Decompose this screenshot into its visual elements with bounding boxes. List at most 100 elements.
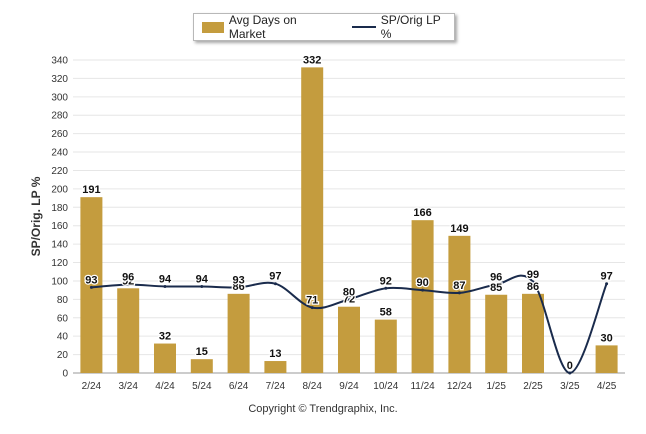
line-point [605,282,609,286]
line-data-label: 93 [85,274,97,286]
bar-data-label: 166 [413,207,431,219]
x-tick-label: 12/24 [447,381,472,392]
x-tick-label: 4/24 [155,381,175,392]
bar-data-label: 85 [490,282,502,294]
line-point [384,286,388,290]
x-tick-label: 3/24 [118,381,138,392]
x-tick-label: 1/25 [486,381,506,392]
line-point [310,306,314,310]
bar [338,306,360,373]
line-data-label: 80 [343,286,355,298]
line-point [163,284,167,288]
bar-data-label: 72 [343,294,355,306]
y-tick-label: 140 [51,240,68,251]
y-tick-label: 280 [51,111,68,122]
bar [264,361,287,373]
bar-data-label: 86 [232,281,244,293]
bar-data-label: 0 [567,360,573,372]
y-tick-label: 160 [51,221,68,232]
x-tick-label: 6/24 [229,381,249,392]
line-point [237,285,241,289]
line-point [494,283,498,287]
y-tick-label: 120 [51,258,68,269]
bar [522,293,544,373]
bar-data-label: 32 [159,331,171,343]
bar [227,293,250,373]
line-data-label: 97 [269,271,281,283]
line-data-label: 0 [567,360,573,372]
y-tick-label: 260 [51,129,68,140]
y-tick-label: 100 [51,276,68,287]
bar-data-label: 86 [527,281,539,293]
x-tick-label: 4/25 [597,381,617,392]
x-tick-label: 5/24 [192,381,212,392]
bar-data-label: 58 [380,307,392,319]
line-data-label: 97 [600,271,612,283]
sp-orig-lp-line [91,274,608,375]
bar-data-label: 149 [450,223,468,235]
bar [411,220,434,373]
x-tick-label: 7/24 [266,381,286,392]
x-tick-label: 2/25 [523,381,543,392]
y-tick-label: 240 [51,148,68,159]
bar-data-label: 13 [269,348,281,360]
legend-item-days: Avg Days on Market [202,13,336,41]
line-point [347,297,351,301]
bar [595,345,618,373]
bar [80,197,103,373]
bar [448,235,471,373]
legend-line-swatch [351,26,376,28]
bar-data-label: 191 [82,184,100,196]
line-data-label: 71 [306,295,318,307]
bar [190,359,213,373]
y-tick-label: 20 [57,350,69,361]
line-data-label: 96 [122,272,134,284]
y-tick-label: 200 [51,184,68,195]
line-data-label: 99 [527,269,539,281]
bar [374,319,397,373]
x-tick-label: 9/24 [339,381,359,392]
x-tick-label: 10/24 [373,381,398,392]
bar-data-label: 15 [196,346,208,358]
bar [485,294,508,373]
x-tick-label: 3/25 [560,381,580,392]
y-tick-label: 320 [51,74,68,85]
bar-data-label: 332 [303,54,321,66]
line-data-label: 90 [416,277,428,289]
y-tick-label: 40 [57,332,69,343]
y-tick-label: 180 [51,203,68,214]
bar-data-label: 92 [122,275,134,287]
bar [301,67,324,373]
line-point [126,283,130,287]
line-point [89,285,93,289]
line-data-label: 94 [159,273,172,285]
y-tick-label: 300 [51,92,68,103]
line-point [457,291,461,295]
copyright-text: Copyright © Trendgraphix, Inc. [248,403,398,415]
line-point [531,280,535,284]
bar-data-label: 30 [600,332,612,344]
y-tick-label: 80 [57,295,69,306]
bar [154,343,176,373]
legend-label-sp: SP/Orig LP % [380,13,441,41]
x-tick-label: 8/24 [302,381,322,392]
y-tick-label: 340 [51,56,68,67]
line-data-label: 96 [490,272,502,284]
y-tick-label: 60 [57,313,69,324]
legend-bar-swatch [202,21,224,33]
chart-legend: Avg Days on Market SP/Orig LP % [193,13,455,41]
legend-item-sp: SP/Orig LP % [351,13,454,41]
line-data-label: 87 [453,280,465,292]
x-tick-label: 11/24 [410,381,435,392]
x-tick-label: 2/24 [82,381,102,392]
y-tick-label: 0 [62,369,68,380]
line-data-label: 93 [232,274,244,286]
line-data-label: 92 [380,275,392,287]
line-data-label: 94 [196,273,209,285]
line-point [421,288,425,292]
bar [117,288,140,373]
legend-label-days: Avg Days on Market [228,13,297,41]
y-axis-title: SP/Orig. LP % [29,176,43,256]
y-tick-label: 220 [51,166,68,177]
